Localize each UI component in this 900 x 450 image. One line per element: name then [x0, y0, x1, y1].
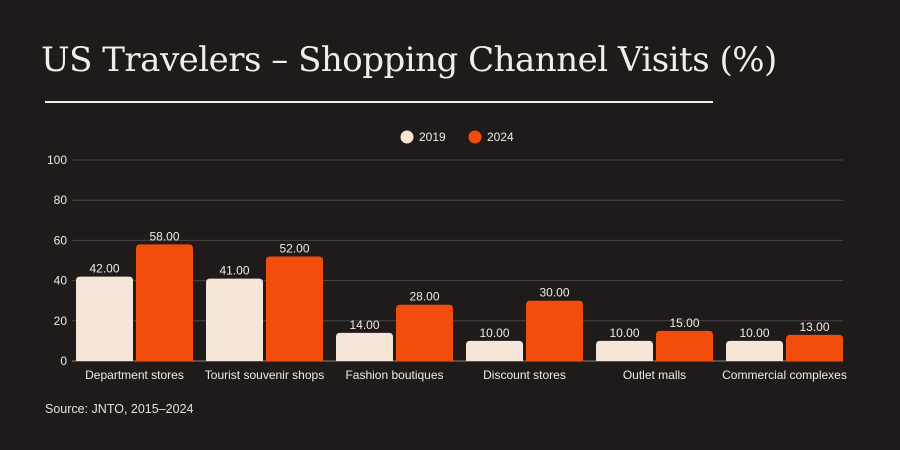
legend-label-2019: 2019 — [419, 130, 446, 144]
bar-2019-0 — [76, 276, 133, 361]
gridlines — [72, 159, 843, 362]
bar-2024-4 — [656, 330, 713, 361]
value-label: 10.00 — [739, 326, 769, 340]
x-tick-label: Fashion boutiques — [345, 368, 443, 382]
value-label: 41.00 — [219, 264, 249, 278]
value-label: 10.00 — [479, 326, 509, 340]
chart-title: US Travelers – Shopping Channel Visits (… — [41, 40, 777, 80]
bar-2019-1 — [206, 278, 263, 361]
value-label: 52.00 — [279, 241, 309, 255]
value-label: 58.00 — [149, 229, 179, 243]
x-tick-label: Tourist souvenir shops — [205, 368, 324, 382]
bar-2024-2 — [396, 304, 453, 361]
x-tick-label: Outlet malls — [623, 368, 686, 382]
legend-swatch-2019 — [400, 130, 414, 144]
legend: 2019 2024 — [400, 130, 514, 144]
source-note: Source: JNTO, 2015–2024 — [45, 402, 194, 416]
y-tick-label: 80 — [54, 193, 68, 207]
x-axis-ticks: Department stores Tourist souvenir shops F… — [85, 368, 847, 382]
value-label: 13.00 — [799, 320, 829, 334]
y-axis-ticks: 0 20 40 60 80 100 — [47, 153, 67, 368]
y-tick-label: 60 — [54, 233, 68, 247]
y-tick-label: 40 — [54, 274, 68, 288]
x-tick-label: Department stores — [85, 368, 184, 382]
value-label: 14.00 — [349, 318, 379, 332]
legend-swatch-2024 — [468, 130, 482, 144]
bars — [76, 244, 843, 361]
bar-2024-0 — [136, 244, 193, 361]
bar-2024-3 — [526, 300, 583, 361]
bar-2019-3 — [466, 340, 523, 361]
bar-2019-5 — [726, 340, 783, 361]
bar-2024-1 — [266, 256, 323, 361]
y-tick-label: 100 — [47, 153, 67, 167]
value-labels: 42.00 58.00 41.00 52.00 14.00 28.00 10.00 30.00… — [89, 229, 829, 339]
y-tick-label: 0 — [60, 354, 67, 368]
legend-label-2024: 2024 — [487, 130, 514, 144]
bar-2024-5 — [786, 334, 843, 361]
x-tick-label: Discount stores — [483, 368, 566, 382]
value-label: 30.00 — [539, 286, 569, 300]
value-label: 15.00 — [669, 316, 699, 330]
title-underline — [45, 101, 713, 103]
bar-2019-2 — [336, 332, 393, 361]
bar-2019-4 — [596, 340, 653, 361]
value-label: 28.00 — [409, 290, 439, 304]
value-label: 42.00 — [89, 262, 119, 276]
x-tick-label: Commercial complexes — [722, 368, 847, 382]
y-tick-label: 20 — [54, 314, 68, 328]
value-label: 10.00 — [609, 326, 639, 340]
